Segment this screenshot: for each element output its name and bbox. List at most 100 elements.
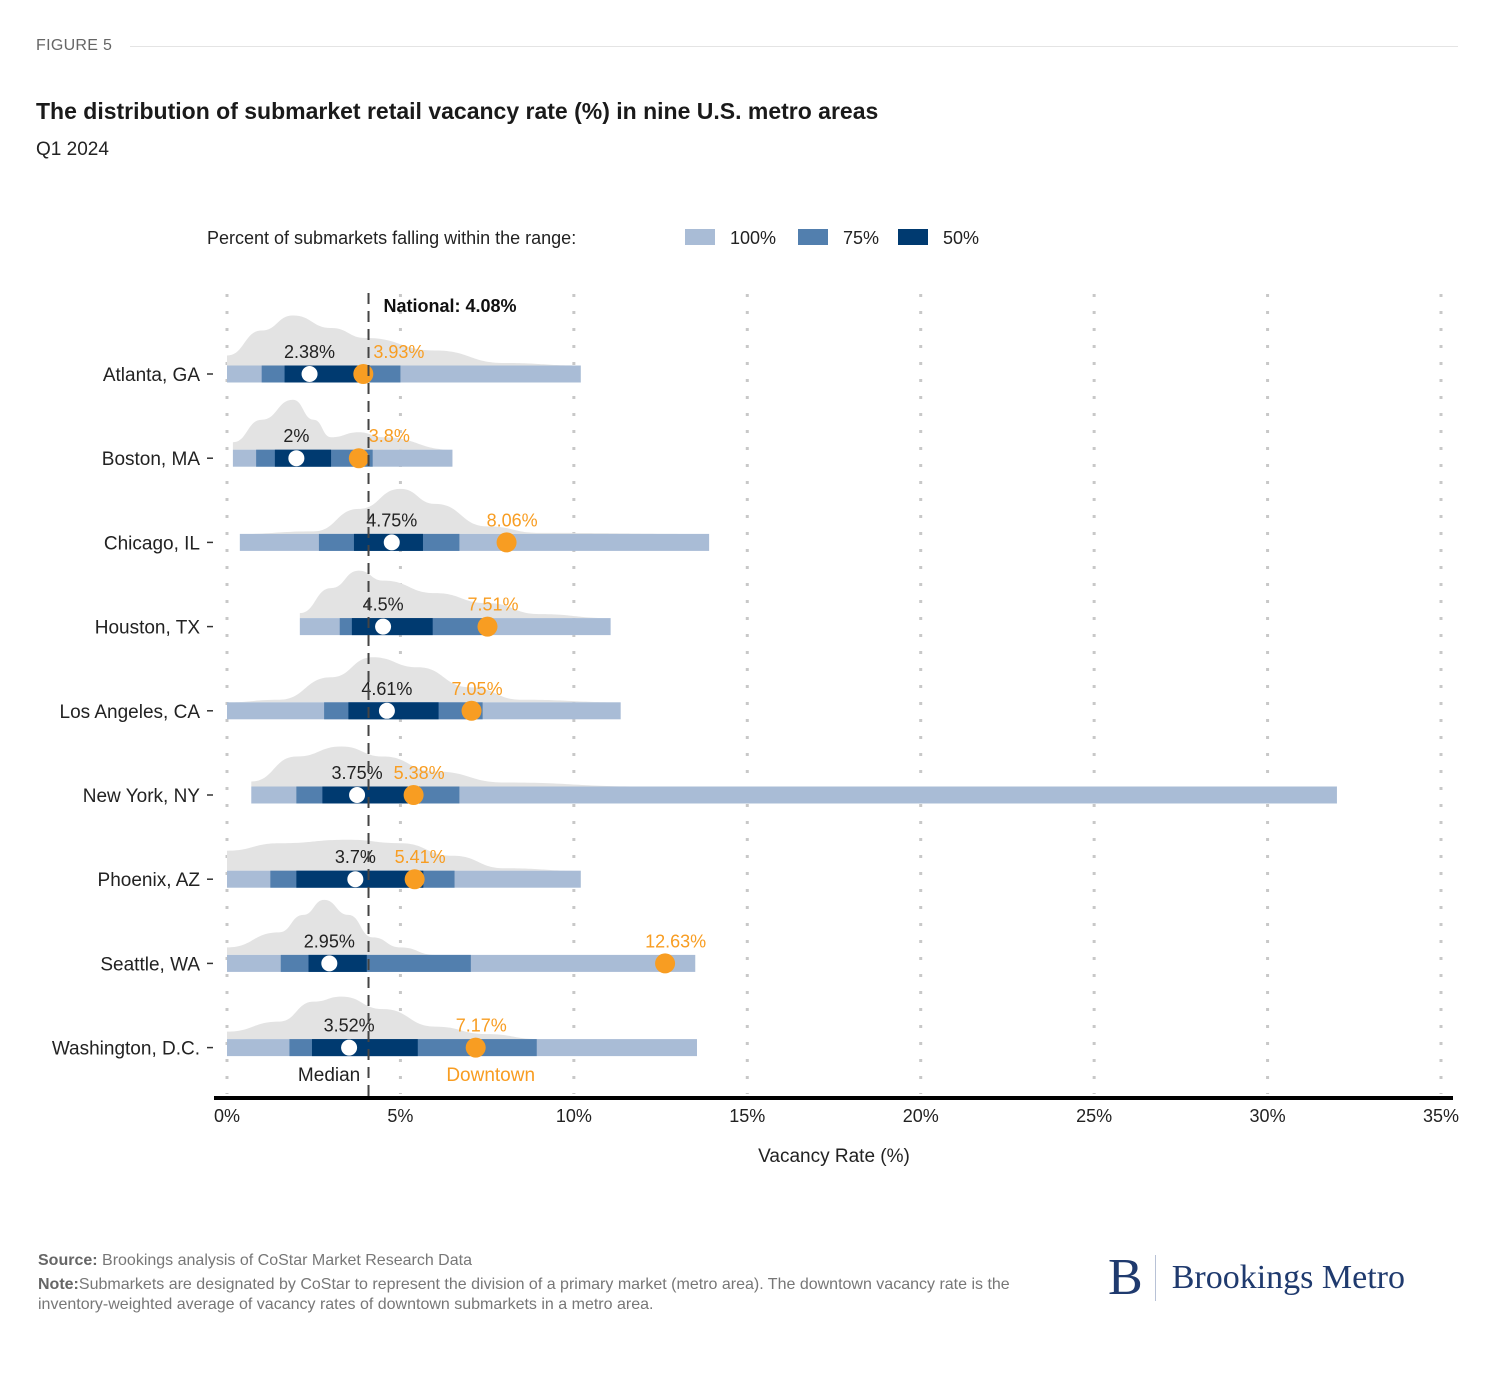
note-text: Submarkets are designated by CoStar to r… <box>38 1276 1010 1313</box>
metro-label: New York, NY <box>83 786 201 807</box>
x-tick-label: 15% <box>729 1106 765 1126</box>
downtown-value-label: 3.8% <box>369 426 410 446</box>
legend-swatch-75 <box>798 229 828 245</box>
density-curve <box>299 570 611 619</box>
range-50-bar <box>322 786 420 804</box>
downtown-value-label: 7.51% <box>467 595 518 615</box>
median-value-label: 2.38% <box>284 342 335 362</box>
x-tick-label: 0% <box>214 1106 240 1126</box>
median-dot <box>288 450 305 467</box>
source-text: Brookings analysis of CoStar Market Rese… <box>97 1252 472 1269</box>
median-dot <box>341 1039 358 1056</box>
median-value-label: 3.7% <box>335 847 376 867</box>
median-dot <box>349 787 366 803</box>
downtown-value-label: 3.93% <box>373 342 424 362</box>
metro-label: Boston, MA <box>102 449 201 470</box>
x-tick-label: 30% <box>1250 1106 1286 1126</box>
density-curve <box>227 657 621 703</box>
metro-row: 2.38% 3.93% Atlanta, GA <box>103 315 581 386</box>
metro-row: 2.95% 12.63% Seattle, WA <box>100 899 706 975</box>
downtown-value-label: 7.17% <box>456 1016 507 1036</box>
legend-title: Percent of submarkets falling within the… <box>207 228 576 248</box>
legend-label-75: 75% <box>843 228 879 248</box>
metro-label: Phoenix, AZ <box>98 870 201 891</box>
note-line: Note:Submarkets are designated by CoStar… <box>38 1275 1038 1315</box>
range-50-bar <box>311 1039 418 1057</box>
downtown-dot <box>655 953 676 974</box>
vacancy-chart: Percent of submarkets falling within the… <box>52 228 1459 1167</box>
median-dot <box>383 534 400 551</box>
x-axis: Vacancy Rate (%) 0% 5% 10% 15% 20% 25% 30% 35% <box>214 1096 1459 1167</box>
downtown-value-label: 5.41% <box>395 847 446 867</box>
density-curve <box>251 746 1337 787</box>
median-value-label: 3.75% <box>332 763 383 783</box>
legend-label-50: 50% <box>943 228 979 248</box>
downtown-value-label: 8.06% <box>487 510 538 530</box>
median-value-label: 4.5% <box>363 595 404 615</box>
metro-row: 3.52% 7.17% Washington, D.C. <box>52 996 697 1060</box>
range-100-bar <box>239 533 710 551</box>
x-tick-label: 10% <box>556 1106 592 1126</box>
range-50-bar <box>308 954 367 972</box>
downtown-dot <box>404 869 425 890</box>
metro-label: Seattle, WA <box>100 954 200 975</box>
density-curve <box>227 315 581 366</box>
range-100-bar <box>251 786 1337 804</box>
logo-mark: B <box>1108 1249 1143 1306</box>
legend-swatch-50 <box>898 229 928 245</box>
metro-label: Atlanta, GA <box>103 365 200 386</box>
x-tick-label: 25% <box>1076 1106 1112 1126</box>
downtown-dot <box>461 700 482 721</box>
chart-subtitle: Q1 2024 <box>36 139 109 160</box>
median-dot <box>321 955 338 972</box>
metro-row: 4.61% 7.05% Los Angeles, CA <box>60 657 621 723</box>
legend-label-100: 100% <box>730 228 776 248</box>
downtown-value-label: 5.38% <box>394 763 445 783</box>
downtown-dot <box>465 1037 486 1058</box>
density-curve <box>232 399 453 450</box>
source-label: Source: <box>38 1252 98 1269</box>
legend: Percent of submarkets falling within the… <box>207 228 979 248</box>
density-curve <box>227 899 696 955</box>
logo-text: Brookings Metro <box>1171 1259 1405 1296</box>
metro-row: 4.75% 8.06% Chicago, IL <box>104 488 710 554</box>
metro-row: 3.7% 5.41% Phoenix, AZ <box>98 839 581 891</box>
density-curve <box>227 996 697 1040</box>
range-50-bar <box>284 365 363 383</box>
downtown-dot <box>353 364 374 384</box>
x-tick-label: 35% <box>1423 1106 1459 1126</box>
logo-separator <box>1154 1255 1156 1301</box>
density-curve <box>227 839 581 871</box>
downtown-dot <box>403 785 424 805</box>
figure-label: FIGURE 5 <box>36 37 113 54</box>
downtown-dot <box>496 532 517 553</box>
national-line-group: National: 4.08% <box>367 293 517 1097</box>
x-axis-title: Vacancy Rate (%) <box>758 1146 910 1167</box>
footer: Source: Brookings analysis of CoStar Mar… <box>38 1251 1038 1315</box>
figure-divider <box>130 46 1458 47</box>
range-50-bar <box>351 618 433 636</box>
metro-label: Houston, TX <box>95 618 201 639</box>
downtown-value-label: 12.63% <box>645 931 706 951</box>
downtown-annotation: Downtown <box>446 1065 535 1086</box>
downtown-dot <box>477 616 498 637</box>
median-value-label: 2% <box>283 426 309 446</box>
median-dot <box>378 702 395 719</box>
downtown-value-label: 7.05% <box>452 679 503 699</box>
median-dot <box>347 871 364 888</box>
metro-label: Chicago, IL <box>104 533 200 554</box>
metro-row: 2% 3.8% Boston, MA <box>102 399 453 470</box>
median-value-label: 4.61% <box>361 679 412 699</box>
legend-swatch-100 <box>685 229 715 245</box>
median-dot <box>375 618 392 635</box>
national-rate-label: National: 4.08% <box>384 296 517 316</box>
brookings-metro-logo: B Brookings Metro <box>1108 1250 1405 1306</box>
median-dot <box>301 366 318 382</box>
metro-label: Los Angeles, CA <box>60 702 201 723</box>
metro-row: 3.75% 5.38% New York, NY <box>83 746 1337 807</box>
median-value-label: 4.75% <box>366 510 417 530</box>
x-tick-label: 5% <box>387 1106 413 1126</box>
chart-title: The distribution of submarket retail vac… <box>36 98 879 124</box>
metro-row: 4.5% 7.51% Houston, TX <box>95 570 611 639</box>
median-annotation: Median <box>298 1065 360 1086</box>
